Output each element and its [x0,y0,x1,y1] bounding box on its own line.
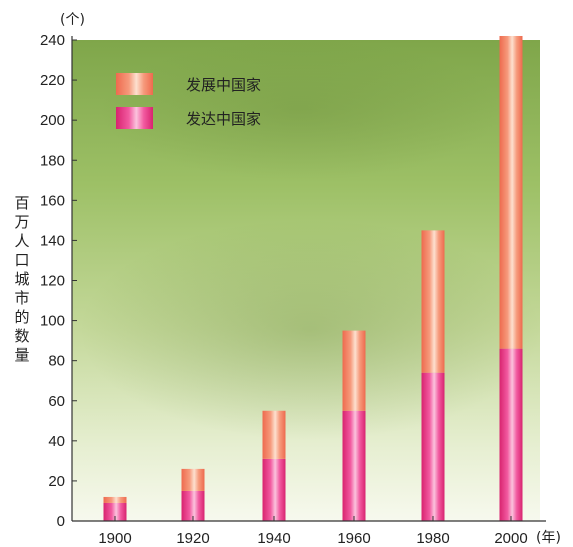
y-axis-title-char: 万 [14,213,29,231]
y-tick-label: 120 [40,273,65,290]
legend-label: 发展中国家 [186,76,261,94]
y-tick-label: 0 [57,513,65,530]
x-tick-label: 1900 [98,530,131,547]
bar-1960-series-2 [342,330,366,411]
y-tick-label: 60 [48,393,65,410]
x-tick-label: 1940 [257,530,290,547]
x-tick-label: 1960 [337,530,370,547]
y-tick-label: 100 [40,313,65,330]
x-tick-label: 2000 [494,530,527,547]
legend-label: 发达中国家 [186,110,261,128]
bar-1980-series-1 [421,372,445,521]
y-tick-label: 80 [48,353,65,370]
y-tick-label: 220 [40,72,65,89]
y-axis-title-char: 市 [14,289,29,307]
x-ticks: 1900 1920 1940 1960 1980 2000 [98,516,528,547]
legend-swatch [116,73,153,95]
bar-1960-series-1 [342,410,366,521]
bar-1920-series-2 [181,468,205,491]
y-tick-label: 200 [40,112,65,129]
y-tick-label: 240 [40,32,65,49]
y-ticks: 0 20 40 60 80 100 120 140 160 180 200 220 240 [40,32,77,530]
x-unit-label: (年) [536,530,561,546]
x-tick-label: 1980 [416,530,449,547]
x-tick-label: 1920 [176,530,209,547]
y-axis-title-char: 口 [14,251,29,269]
y-tick-label: 20 [48,473,65,490]
bar-2000-series-2 [499,35,523,349]
legend-swatch [116,107,153,129]
bars [103,35,523,521]
bar-1940-series-1 [262,458,286,521]
y-axis-title-char: 百 [14,194,29,212]
y-axis-title-char: 量 [14,346,29,364]
bar-1980-series-2 [421,230,445,373]
y-tick-label: 180 [40,152,65,169]
y-tick-label: 140 [40,232,65,249]
y-axis-title-char: 的 [14,308,29,326]
bar-1940-series-2 [262,410,286,459]
background-shade [80,220,540,440]
y-axis-title-char: 城 [14,270,29,288]
bar-1920-series-1 [181,490,205,521]
bar-2000-series-1 [499,348,523,521]
y-unit-label: (个) [60,12,85,28]
bar-1900-series-1 [103,502,127,521]
y-axis-title-char: 人 [14,232,29,250]
y-tick-label: 40 [48,433,65,450]
background-shade-top [100,40,500,180]
y-axis-title-char: 数 [14,327,29,345]
bar-1900-series-2 [103,496,127,503]
y-tick-label: 160 [40,192,65,209]
